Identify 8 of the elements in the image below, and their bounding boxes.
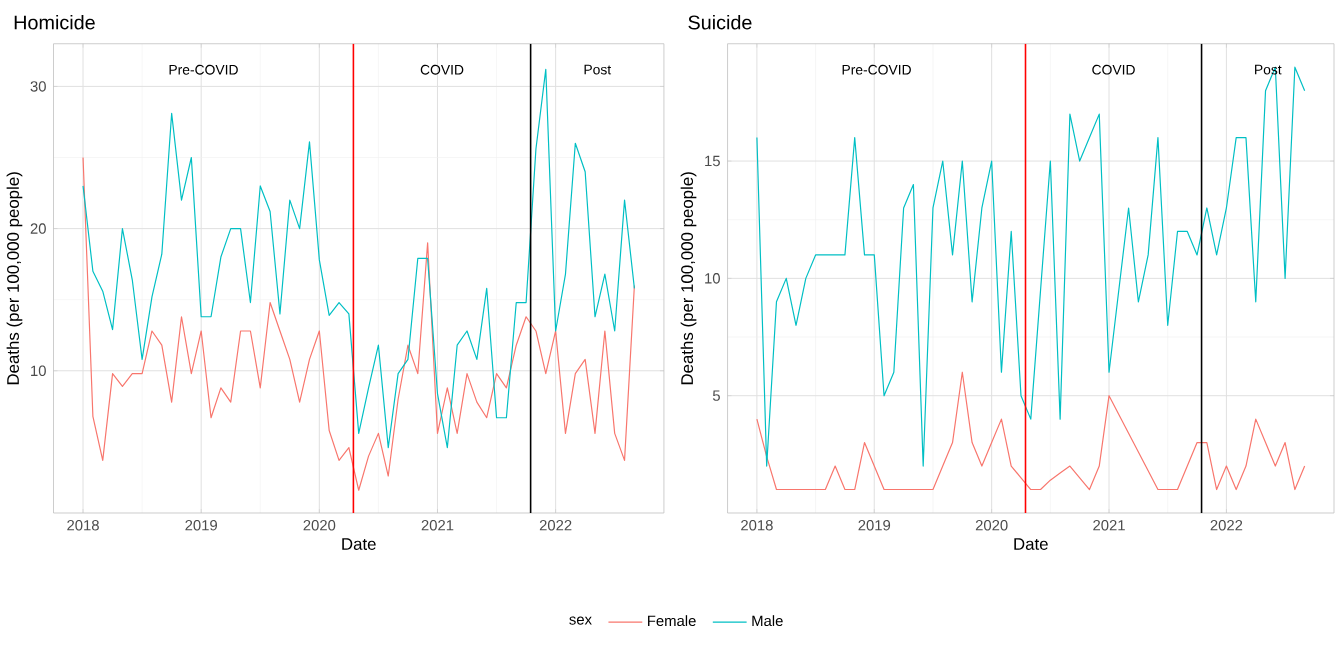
- x-axis-title: Date: [1014, 538, 1048, 550]
- chart-title: Suicide: [688, 14, 752, 30]
- x-axis-title: Date: [342, 538, 376, 550]
- y-axis-title: Deaths (per 100,000 people): [680, 172, 697, 385]
- chart-title: Homicide: [14, 14, 95, 30]
- y-axis-title: Deaths (per 100,000 people): [6, 172, 23, 385]
- line-series: [82, 156, 635, 491]
- line-series: [82, 68, 635, 449]
